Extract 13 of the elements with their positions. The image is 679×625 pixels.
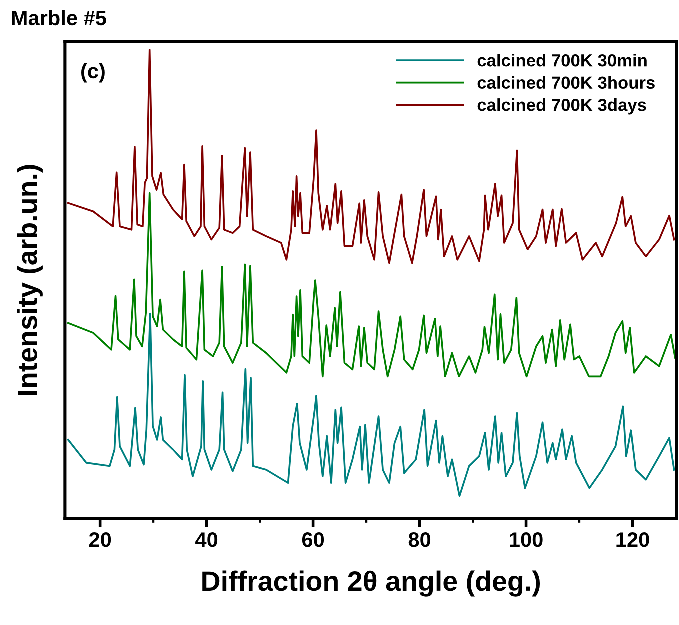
y-axis-title: Intensity (arb.un.) (17, 165, 43, 395)
annotation: (c) (82, 63, 105, 83)
legend-label: calcined 700K 30min (478, 54, 647, 67)
x-tick-label: 60 (302, 532, 324, 548)
x-tick-label: 80 (408, 532, 431, 548)
chart-title: Marble #5 (12, 10, 106, 26)
legend-label: calcined 700K 3days (478, 98, 646, 115)
x-tick-label: 20 (89, 532, 112, 548)
x-tick-label: 120 (616, 532, 650, 548)
x-tick-label: 100 (510, 532, 543, 548)
x-tick-label: 40 (196, 532, 218, 548)
legend-label: calcined 700K 3hours (478, 76, 655, 90)
x-axis-title: Diffraction 2θ angle (deg.) (202, 570, 540, 597)
